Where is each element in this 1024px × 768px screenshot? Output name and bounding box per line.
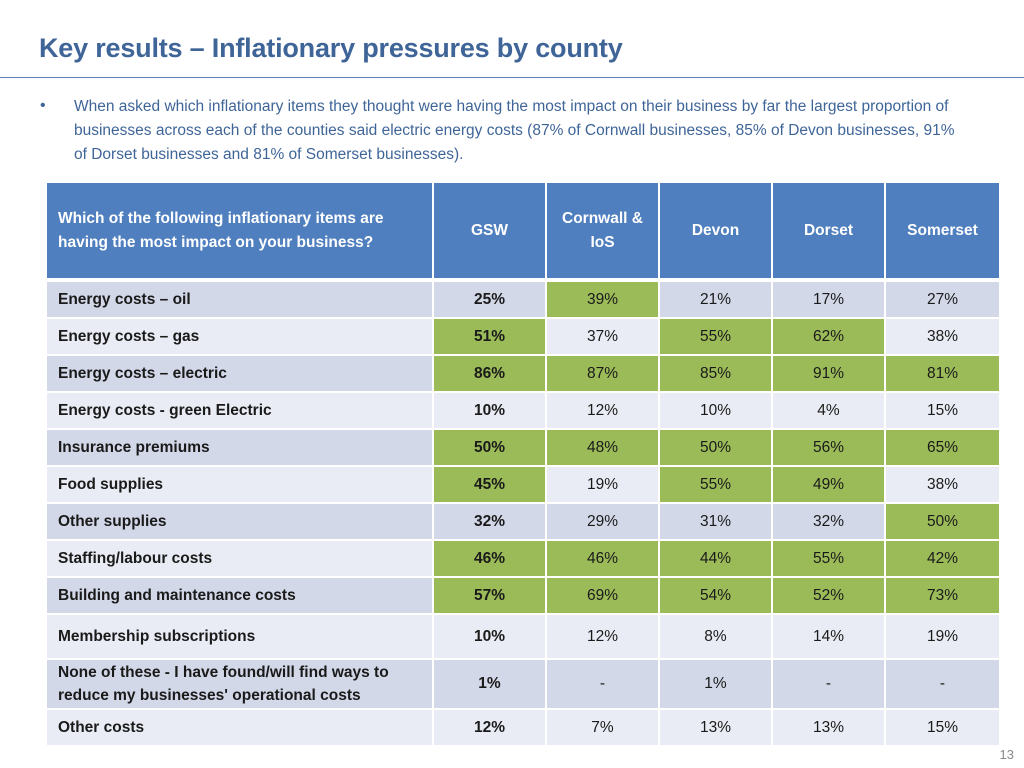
value-cell: 25% (434, 282, 547, 319)
value-cell: 50% (886, 504, 999, 541)
value-cell: 85% (660, 356, 773, 393)
value-cell: 48% (547, 430, 660, 467)
value-cell: 87% (547, 356, 660, 393)
value-cell: 69% (547, 578, 660, 615)
value-cell: 29% (547, 504, 660, 541)
value-cell: 51% (434, 319, 547, 356)
value-cell: 19% (886, 615, 999, 660)
column-header-devon: Devon (660, 183, 773, 282)
page-title: Key results – Inflationary pressures by … (39, 33, 623, 63)
table-row: Insurance premiums 50% 48% 50% 56% 65% (47, 430, 999, 467)
value-cell: 21% (660, 282, 773, 319)
column-header-dorset: Dorset (773, 183, 886, 282)
value-cell: 50% (434, 430, 547, 467)
value-cell: 19% (547, 467, 660, 504)
row-label: Food supplies (47, 467, 434, 504)
row-label: Energy costs – electric (47, 356, 434, 393)
table-row: Other costs 12% 7% 13% 13% 15% (47, 710, 999, 747)
table-header-row: Which of the following inflationary item… (47, 183, 999, 282)
row-label: Staffing/labour costs (47, 541, 434, 578)
value-cell: 10% (660, 393, 773, 430)
value-cell: 12% (434, 710, 547, 747)
value-cell: 15% (886, 710, 999, 747)
title-divider (0, 77, 1024, 78)
value-cell: 56% (773, 430, 886, 467)
column-header-gsw: GSW (434, 183, 547, 282)
value-cell: 14% (773, 615, 886, 660)
value-cell: - (886, 660, 999, 710)
table-row: Energy costs – gas 51% 37% 55% 62% 38% (47, 319, 999, 356)
value-cell: 73% (886, 578, 999, 615)
table-row: None of these - I have found/will find w… (47, 660, 999, 710)
value-cell: 55% (660, 319, 773, 356)
value-cell: 17% (773, 282, 886, 319)
value-cell: 81% (886, 356, 999, 393)
table-row: Energy costs – oil 25% 39% 21% 17% 27% (47, 282, 999, 319)
summary-text: When asked which inflationary items they… (74, 98, 955, 163)
column-header-somerset: Somerset (886, 183, 999, 282)
value-cell: 54% (660, 578, 773, 615)
row-label: Membership subscriptions (47, 615, 434, 660)
value-cell: 13% (660, 710, 773, 747)
value-cell: 12% (547, 393, 660, 430)
inflation-table: Which of the following inflationary item… (47, 183, 999, 747)
value-cell: 32% (773, 504, 886, 541)
value-cell: 4% (773, 393, 886, 430)
row-label: None of these - I have found/will find w… (47, 660, 434, 710)
table-row: Energy costs - green Electric 10% 12% 10% 4%… (47, 393, 999, 430)
value-cell: 46% (547, 541, 660, 578)
value-cell: 49% (773, 467, 886, 504)
value-cell: 65% (886, 430, 999, 467)
table-row: Building and maintenance costs 57% 69% 54% 5… (47, 578, 999, 615)
value-cell: 7% (547, 710, 660, 747)
value-cell: 86% (434, 356, 547, 393)
value-cell: 62% (773, 319, 886, 356)
row-label: Other supplies (47, 504, 434, 541)
value-cell: 13% (773, 710, 886, 747)
table-body: Energy costs – oil 25% 39% 21% 17% 27% Energy … (47, 282, 999, 747)
value-cell: 1% (434, 660, 547, 710)
value-cell: 57% (434, 578, 547, 615)
value-cell: 38% (886, 467, 999, 504)
value-cell: - (547, 660, 660, 710)
value-cell: 1% (660, 660, 773, 710)
value-cell: 45% (434, 467, 547, 504)
value-cell: 10% (434, 615, 547, 660)
row-label: Energy costs – gas (47, 319, 434, 356)
value-cell: 55% (773, 541, 886, 578)
bullet-icon: • (40, 97, 46, 114)
row-label: Energy costs - green Electric (47, 393, 434, 430)
table-row: Membership subscriptions 10% 12% 8% 14% 19% (47, 615, 999, 660)
value-cell: 10% (434, 393, 547, 430)
table-row: Staffing/labour costs 46% 46% 44% 55% 42% (47, 541, 999, 578)
value-cell: 27% (886, 282, 999, 319)
value-cell: 8% (660, 615, 773, 660)
table-row: Energy costs – electric 86% 87% 85% 91% 81% (47, 356, 999, 393)
value-cell: 38% (886, 319, 999, 356)
value-cell: 37% (547, 319, 660, 356)
row-label: Insurance premiums (47, 430, 434, 467)
table-row: Food supplies 45% 19% 55% 49% 38% (47, 467, 999, 504)
value-cell: 52% (773, 578, 886, 615)
row-label: Other costs (47, 710, 434, 747)
question-header: Which of the following inflationary item… (47, 183, 434, 282)
summary-bullet: • When asked which inflationary items th… (40, 95, 970, 167)
row-label: Building and maintenance costs (47, 578, 434, 615)
column-header-cornwall: Cornwall & IoS (547, 183, 660, 282)
value-cell: 46% (434, 541, 547, 578)
value-cell: 39% (547, 282, 660, 319)
value-cell: 91% (773, 356, 886, 393)
value-cell: 50% (660, 430, 773, 467)
value-cell: 55% (660, 467, 773, 504)
value-cell: 44% (660, 541, 773, 578)
value-cell: 32% (434, 504, 547, 541)
value-cell: 31% (660, 504, 773, 541)
value-cell: - (773, 660, 886, 710)
value-cell: 15% (886, 393, 999, 430)
table-row: Other supplies 32% 29% 31% 32% 50% (47, 504, 999, 541)
page-number: 13 (999, 747, 1014, 762)
value-cell: 12% (547, 615, 660, 660)
row-label: Energy costs – oil (47, 282, 434, 319)
value-cell: 42% (886, 541, 999, 578)
